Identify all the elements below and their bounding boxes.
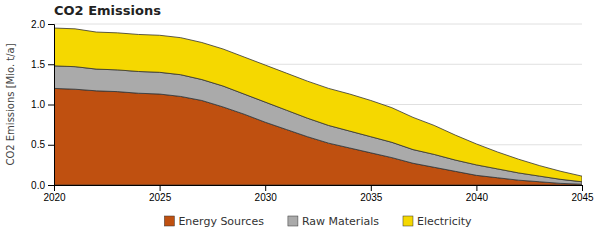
chart: 2020 2025 2030 2035 2040 2045 0.0 0.5 1.0 1.5 2.0 C…: [0, 0, 600, 233]
tick: 0.5: [31, 139, 54, 150]
tick-label: 2035: [360, 192, 383, 203]
tick-label: 2025: [149, 192, 172, 203]
tick: 2020: [43, 185, 66, 203]
tick-label: 1.5: [31, 59, 45, 70]
axis-line: [48, 25, 55, 186]
tick: 2.0: [31, 19, 54, 30]
grid: [54, 24, 582, 185]
tick-mark: [160, 185, 161, 191]
tick-label: 2030: [255, 192, 278, 203]
y-axis-label: CO2 Emissions [Mio. t/a]: [5, 43, 16, 165]
axis-line: [55, 186, 583, 192]
tick: 2030: [255, 185, 278, 203]
tick-label: 2045: [571, 192, 594, 203]
tick: 2035: [360, 185, 383, 203]
tick-mark: [371, 185, 372, 191]
x-axis: 2020 2025 2030 2035 2040 2045: [43, 185, 594, 203]
legend-swatch: [164, 216, 174, 226]
tick-mark: [48, 185, 54, 186]
legend-label: Energy Sources: [178, 215, 264, 228]
legend-item: Energy Sources: [164, 215, 264, 228]
tick-label: 2040: [466, 192, 489, 203]
legend-item: Raw Materials: [288, 215, 379, 228]
tick-label: 0.0: [31, 180, 45, 191]
tick: 2045: [571, 185, 594, 203]
legend-swatch: [403, 216, 413, 226]
tick: 2025: [149, 185, 172, 203]
legend-swatch: [288, 216, 298, 226]
tick: 1.5: [31, 59, 54, 70]
tick: 2040: [466, 185, 489, 203]
tick-mark: [48, 105, 54, 106]
y-axis: 0.0 0.5 1.0 1.5 2.0: [31, 19, 54, 191]
tick: 1.0: [31, 99, 54, 110]
tick-label: 0.5: [31, 139, 45, 150]
legend: Energy Sources Raw Materials Electricity: [164, 215, 472, 228]
tick-mark: [48, 145, 54, 146]
legend-label: Raw Materials: [302, 215, 379, 228]
tick-mark: [48, 64, 54, 65]
tick-label: 2.0: [31, 19, 45, 30]
legend-label: Electricity: [417, 215, 472, 228]
tick-mark: [265, 185, 266, 191]
tick-mark: [582, 185, 583, 191]
plot-area: [54, 28, 582, 185]
tick-label: 2020: [43, 192, 66, 203]
tick-label: 1.0: [31, 99, 45, 110]
title: CO2 Emissions: [54, 3, 161, 18]
grid-line: [54, 24, 582, 25]
tick: 0.0: [31, 180, 54, 191]
tick-mark: [476, 185, 477, 191]
tick-mark: [48, 24, 54, 25]
area: [54, 28, 582, 182]
legend-item: Electricity: [403, 215, 472, 228]
